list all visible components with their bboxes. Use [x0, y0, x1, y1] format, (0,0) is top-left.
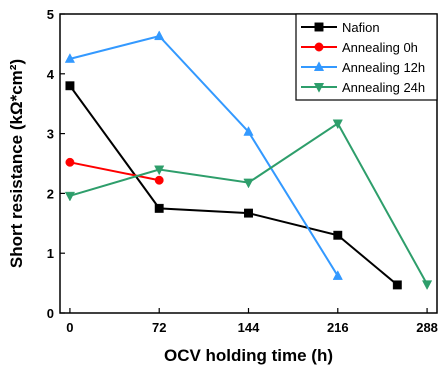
series-0-point-1	[154, 203, 164, 213]
y-tick-label-0: 0	[47, 306, 54, 321]
plot-frame	[59, 13, 438, 314]
x-tick-label-4: 288	[416, 320, 438, 335]
legend-label-2: Annealing 12h	[342, 60, 425, 75]
legend: Nafion Annealing 0h Annealing 12h Annealing…	[295, 13, 438, 101]
x-tick-label-1: 72	[152, 320, 166, 335]
y-axis-title: Short resistance (kΩ*cm²)	[7, 59, 26, 268]
legend-marker-1	[314, 42, 324, 52]
series-line-2	[69, 35, 339, 277]
series-layer	[64, 30, 433, 291]
series-0-point-3	[333, 230, 343, 240]
series-2-point-0	[64, 53, 76, 63]
legend-label-0: Nafion	[342, 20, 380, 35]
series-3-point-1	[154, 165, 165, 176]
series-2-point-1	[154, 30, 165, 41]
legend-marker-3	[313, 83, 325, 93]
series-2-point-3	[332, 270, 343, 280]
series-3-point-4	[421, 280, 433, 291]
y-tick-label-5: 5	[47, 7, 54, 22]
series-1-point-1	[154, 175, 164, 185]
series-3-point-2	[243, 178, 254, 189]
series-1	[65, 157, 164, 185]
series-0-point-2	[244, 208, 253, 218]
legend-marker-2	[313, 61, 325, 71]
legend-marker-0	[314, 22, 324, 32]
series-0-point-4	[392, 280, 402, 290]
legend-label-1: Annealing 0h	[342, 40, 418, 55]
series-3-point-0	[64, 191, 76, 202]
x-tick-label-0: 0	[66, 320, 73, 335]
series-2	[64, 30, 343, 280]
series-3	[64, 119, 433, 291]
series-3-point-3	[332, 119, 343, 130]
y-tick-label-2: 2	[47, 186, 54, 201]
y-tick-label-3: 3	[47, 127, 54, 142]
y-tick-label-1: 1	[47, 246, 54, 261]
x-tick-label-2: 144	[238, 320, 260, 335]
series-0	[65, 81, 402, 290]
y-tick-label-4: 4	[47, 67, 55, 82]
x-tick-label-3: 216	[327, 320, 349, 335]
x-axis-title: OCV holding time (h)	[164, 346, 333, 365]
series-line-3	[69, 122, 428, 285]
series-1-point-0	[65, 157, 75, 167]
series-line-1	[69, 161, 160, 182]
legend-label-3: Annealing 24h	[342, 80, 425, 95]
series-2-point-2	[243, 126, 254, 136]
series-0-point-0	[65, 81, 75, 91]
